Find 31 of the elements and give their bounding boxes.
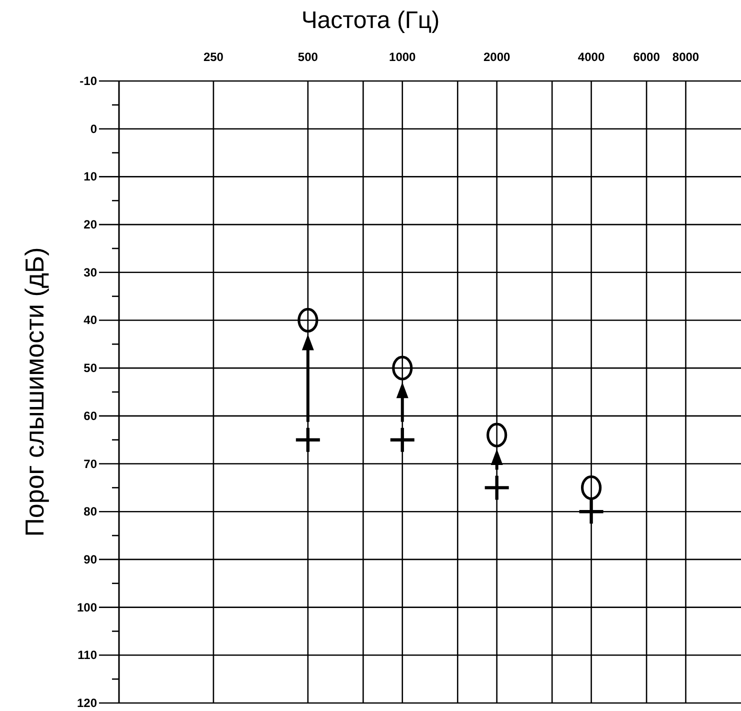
x-tick-label: 500 bbox=[298, 50, 318, 64]
y-tick-label: 70 bbox=[84, 456, 98, 471]
x-tick-label: 250 bbox=[203, 50, 224, 64]
y-tick-label: 40 bbox=[84, 313, 98, 328]
x-tick-label: 4000 bbox=[578, 50, 605, 64]
point bbox=[484, 476, 509, 500]
y-axis-title: Порог слышимости (дБ) bbox=[20, 247, 50, 537]
x-tick-label: 1000 bbox=[389, 50, 416, 64]
y-tick-label: 30 bbox=[84, 265, 98, 280]
y-tick-label: 100 bbox=[76, 600, 98, 614]
x-tick-label: 6000 bbox=[633, 50, 660, 64]
y-tick-label: -10 bbox=[80, 74, 98, 88]
y-tick-label: 90 bbox=[84, 552, 98, 566]
y-tick-label: 20 bbox=[84, 218, 98, 232]
y-tick-label: 10 bbox=[84, 170, 98, 184]
point bbox=[298, 308, 318, 333]
point bbox=[390, 428, 414, 452]
y-tick-label: 80 bbox=[84, 504, 98, 519]
x-tick-label: 8000 bbox=[672, 50, 700, 64]
point bbox=[579, 500, 604, 524]
point bbox=[392, 356, 413, 380]
y-tick-label: 110 bbox=[78, 648, 98, 662]
y-tick-label: 0 bbox=[90, 122, 98, 136]
x-axis-title: Частота (Гц) bbox=[300, 6, 441, 36]
y-tick-label: 50 bbox=[84, 361, 98, 376]
y-tick-label: 120 bbox=[76, 696, 98, 710]
x-tick-label: 2000 bbox=[483, 50, 510, 64]
y-tick-label: 60 bbox=[84, 408, 98, 423]
point bbox=[486, 422, 508, 448]
point bbox=[296, 428, 320, 452]
point bbox=[580, 475, 602, 500]
